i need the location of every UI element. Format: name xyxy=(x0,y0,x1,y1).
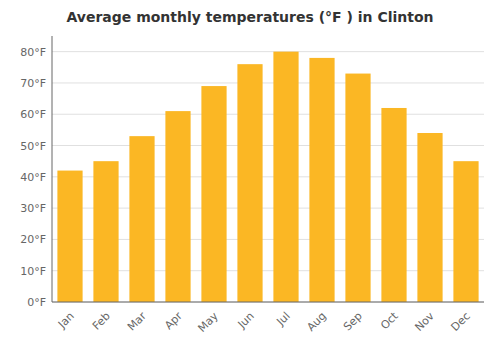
bar xyxy=(237,64,262,302)
grid-line xyxy=(52,114,484,115)
y-tick-label: 50°F xyxy=(20,140,46,153)
bar xyxy=(453,161,478,302)
grid-line xyxy=(52,302,484,303)
x-tick-label: Dec xyxy=(449,310,473,334)
bar xyxy=(201,86,226,302)
x-tick-label: Mar xyxy=(125,309,149,333)
chart-svg: Average monthly temperatures (°F ) in Cl… xyxy=(0,0,500,350)
chart-container: Average monthly temperatures (°F ) in Cl… xyxy=(0,0,500,350)
x-tick-label: Jun xyxy=(235,310,257,332)
y-tick-label: 30°F xyxy=(20,202,46,215)
bar xyxy=(129,136,154,302)
x-tick-labels: Jan Feb Mar Apr May Jun Jul Aug Sep Oct Nov Dec xyxy=(55,309,473,335)
x-tick-label: May xyxy=(196,309,222,335)
bar xyxy=(345,74,370,302)
bars xyxy=(57,52,478,302)
x-tick-label: Jan xyxy=(55,310,77,332)
y-tick-label: 60°F xyxy=(20,108,46,121)
page: {"chart_data": {"type": "bar", "title": … xyxy=(0,0,500,350)
x-tick-label: Oct xyxy=(378,309,401,332)
y-tick-labels: 0°F 10°F 20°F 30°F 40°F 50°F 60°F 70°F 80°F xyxy=(20,46,46,309)
y-tick-label: 70°F xyxy=(20,77,46,90)
x-tick-label: Nov xyxy=(412,309,437,334)
bar xyxy=(93,161,118,302)
bar xyxy=(273,52,298,302)
bar xyxy=(165,111,190,302)
y-axis-line xyxy=(52,36,53,302)
y-tick-label: 10°F xyxy=(20,265,46,278)
y-tick-label: 40°F xyxy=(20,171,46,184)
grid-line xyxy=(52,82,484,83)
x-tick-label: Jul xyxy=(273,310,292,329)
y-tick-label: 20°F xyxy=(20,233,46,246)
bar xyxy=(417,133,442,302)
y-tick-label: 80°F xyxy=(20,46,46,59)
bar xyxy=(57,171,82,302)
bar xyxy=(381,108,406,302)
chart-title: Average monthly temperatures (°F ) in Cl… xyxy=(66,9,433,25)
y-grid xyxy=(52,52,484,302)
x-tick-label: Feb xyxy=(90,310,113,333)
x-axis-line xyxy=(52,302,484,303)
y-tick-label: 0°F xyxy=(27,296,46,309)
x-tick-label: Aug xyxy=(304,310,328,334)
x-tick-label: Apr xyxy=(162,309,185,332)
bar xyxy=(309,58,334,302)
x-tick-label: Sep xyxy=(341,310,365,334)
grid-line xyxy=(52,51,484,52)
